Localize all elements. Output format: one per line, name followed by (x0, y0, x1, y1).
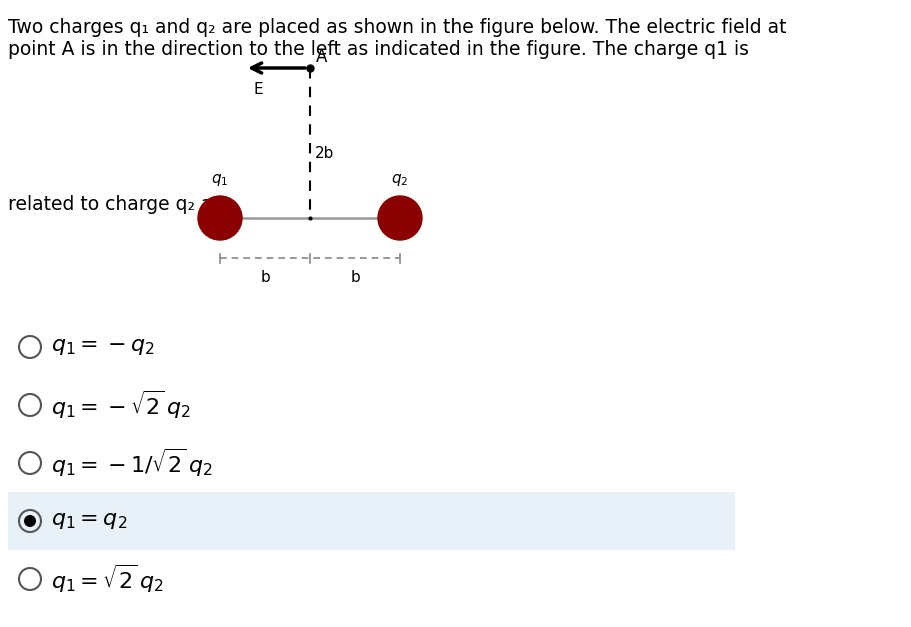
Text: $q_1 = -1/\sqrt{2}\,q_2$: $q_1 = -1/\sqrt{2}\,q_2$ (51, 447, 212, 479)
Text: $q_2$: $q_2$ (392, 172, 409, 188)
Text: E: E (253, 82, 262, 97)
Text: A: A (316, 48, 327, 66)
Text: Two charges q₁ and q₂ are placed as shown in the figure below. The electric fiel: Two charges q₁ and q₂ are placed as show… (8, 18, 786, 37)
FancyBboxPatch shape (8, 492, 735, 550)
Text: b: b (261, 270, 270, 285)
Text: point A is in the direction to the left as indicated in the figure. The charge q: point A is in the direction to the left … (8, 40, 749, 59)
Text: $q_1 = \sqrt{2}\,q_2$: $q_1 = \sqrt{2}\,q_2$ (51, 563, 163, 595)
Text: $q_1 = -\sqrt{2}\,q_2$: $q_1 = -\sqrt{2}\,q_2$ (51, 389, 190, 421)
Circle shape (198, 196, 242, 240)
Text: 2b: 2b (315, 145, 334, 161)
Circle shape (24, 515, 36, 527)
Text: $q_1 = q_2$: $q_1 = q_2$ (51, 511, 128, 531)
Text: b: b (350, 270, 360, 285)
Text: related to charge q₂ as:: related to charge q₂ as: (8, 195, 229, 214)
Text: $q_1 = -q_2$: $q_1 = -q_2$ (51, 337, 155, 357)
Text: $q_1$: $q_1$ (211, 172, 229, 188)
Circle shape (378, 196, 422, 240)
